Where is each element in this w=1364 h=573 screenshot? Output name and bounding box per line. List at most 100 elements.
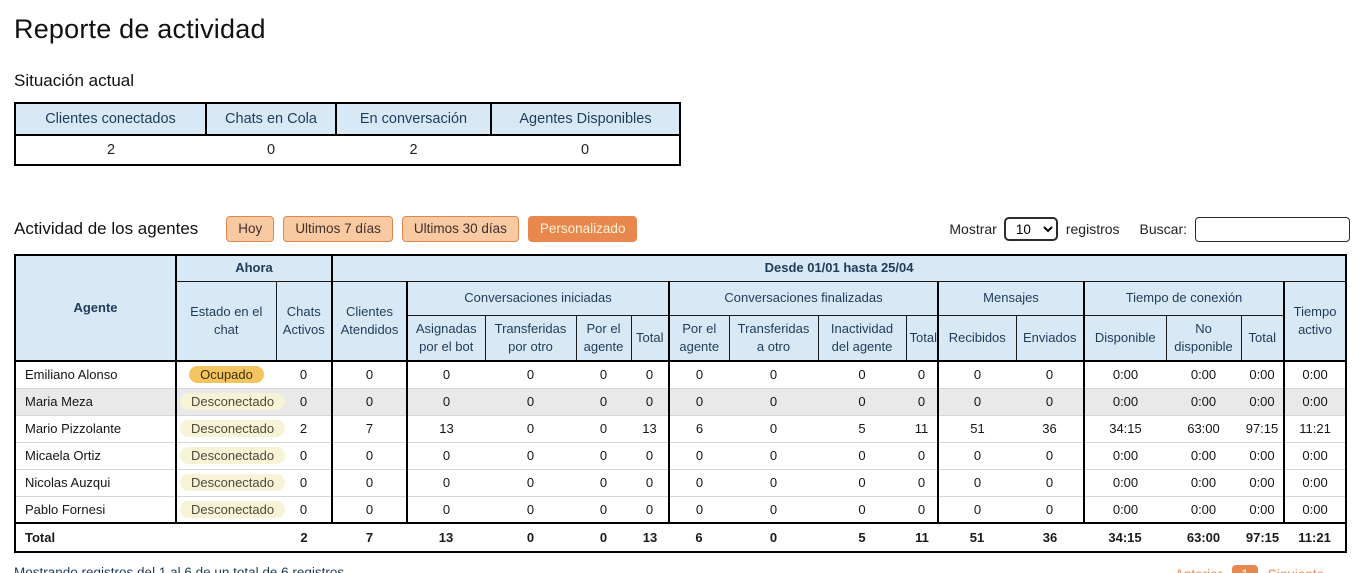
agent-metric-cell: 0 [576,387,631,416]
col-header-time-available: Disponible [1083,314,1167,362]
total-metric-cell: 36 [1042,530,1058,546]
agents-table-total: Total 2 7 13 0 0 13 6 0 5 11 51 36 34:15 63:00 97:15 11:… [15,523,1347,552]
agent-metric-cell: 0 [276,468,333,497]
page-length-select[interactable]: 10 [1003,217,1058,242]
agent-metric-cell: 0:00 [1284,441,1347,470]
total-metric-cell: 13 [642,530,658,546]
connected-clients-value: 2 [106,142,116,158]
agent-metric-cell: 0 [906,495,939,524]
agent-metric-cell: 0 [576,468,631,497]
pagination-page-1[interactable]: 1 [1232,565,1258,573]
chat-status-cell: Desconectado [176,468,286,497]
agent-metric-cell: 0 [332,495,408,524]
agent-metric-cell: 13 [631,414,670,443]
agent-row: Micaela Ortiz Desconectado 0 0 0 0 0 0 0 0 0 0 0 0 0:0… [15,441,1347,470]
agent-metric-cell: 0 [407,360,485,389]
agent-name-cell: Emiliano Alonso [15,360,177,389]
filter-today-button[interactable]: Hoy [226,216,275,243]
agent-metric-cell: 0 [818,495,906,524]
agent-metric-cell: 51 [938,414,1016,443]
col-header-messages-received: Recibidos [937,314,1017,362]
agent-metric-cell: 0 [669,495,729,524]
filter-last-30-days-button[interactable]: Ultimos 30 días [401,216,519,243]
agent-metric-cell: 0:00 [1084,468,1166,497]
pagination-next[interactable]: Siguiente [1268,567,1324,573]
agent-metric-cell: 0:00 [1241,387,1285,416]
filter-last-7-days-button[interactable]: Ultimos 7 días [283,216,393,243]
agent-metric-cell: 0 [938,495,1016,524]
agent-metric-cell: 0:00 [1084,387,1166,416]
search-input[interactable] [1195,216,1350,242]
agent-metric-cell: 0 [818,441,906,470]
total-metric-cell: 0 [526,530,535,546]
pagination: Anterior 1 Siguiente [1175,565,1324,573]
agent-row: Emiliano Alonso Ocupado 0 0 0 0 0 0 0 0 0 0 0 0 0:00 0:… [15,360,1347,389]
agent-metric-cell: 0:00 [1166,441,1241,470]
agent-name-cell: Micaela Ortiz [15,441,177,470]
total-row: Total 2 7 13 0 0 13 6 0 5 11 51 36 34:15 63:00 97:15 11:… [15,523,1346,552]
agent-metric-cell: 0 [1016,387,1085,416]
agent-row: Mario Pizzolante Desconectado 2 7 13 0 0 13 6 0 5 1… [15,414,1347,443]
agent-metric-cell: 0 [332,387,408,416]
col-header-active-chats: Chats Activos [275,280,333,362]
total-metric-cell: 0 [599,530,608,546]
agent-metric-cell: 0:00 [1241,468,1285,497]
col-group-period: Desde 01/01 hasta 25/04 [331,254,1347,282]
current-situation-heading: Situación actual [14,71,135,90]
agent-metric-cell: 0 [938,468,1016,497]
agent-metric-cell: 0 [576,414,631,443]
agent-metric-cell: 0 [576,360,631,389]
col-group-conversations-finished: Conversaciones finalizadas [668,280,939,316]
col-group-conversations-started: Conversaciones iniciadas [406,280,670,316]
search-label: Buscar: [1139,221,1187,238]
in-conversation-value: 2 [409,142,418,158]
agent-name-cell: Mario Pizzolante [15,414,177,443]
agent-metric-cell: 0 [407,441,485,470]
records-info: Mostrando registros del 1 al 6 de un tot… [14,565,345,573]
chat-status-badge: Desconectado [180,447,286,465]
agent-row: Maria Meza Desconectado 0 0 0 0 0 0 0 0 0 0 0 0 0:00 0:… [15,387,1347,416]
activity-report-page: Reporte de actividad Situación actual Cl… [0,14,1364,573]
col-header-agent: Agente [14,254,177,362]
agent-metric-cell: 0 [407,468,485,497]
agent-metric-cell: 0 [631,387,670,416]
situation-col-queued-chats: Chats en Cola [205,102,337,136]
col-header-clients-attended: Clientes Atendidos [331,280,408,362]
situation-col-available-agents: Agentes Disponibles [490,102,681,136]
col-header-active-time: Tiempo activo [1283,280,1347,362]
agent-metric-cell: 63:00 [1166,414,1241,443]
agent-metric-cell: 11 [906,414,939,443]
agent-metric-cell: 0 [485,495,576,524]
agent-metric-cell: 0:00 [1284,468,1347,497]
records-label: registros [1065,221,1120,238]
agent-metric-cell: 0 [729,387,818,416]
situation-values-row: 2 0 2 0 [15,135,680,165]
current-situation-table: Clientes conectados Chats en Cola En con… [14,102,681,166]
agent-metric-cell: 11:21 [1284,414,1347,443]
agent-metric-cell: 0:00 [1284,360,1347,389]
agent-metric-cell: 0 [407,495,485,524]
agent-metric-cell: 0:00 [1284,387,1347,416]
situation-col-connected-clients: Clientes conectados [14,102,207,136]
agent-metric-cell: 7 [332,414,408,443]
agent-metric-cell: 5 [818,414,906,443]
agent-metric-cell: 0 [631,441,670,470]
col-header-agent-inactivity: Inactividad del agente [817,314,907,362]
agent-metric-cell: 0:00 [1284,495,1347,524]
total-metric-cell: 11 [915,530,929,546]
agent-metric-cell: 0 [1016,468,1085,497]
agent-metric-cell: 0 [631,360,670,389]
agent-metric-cell: 97:15 [1241,414,1285,443]
agent-metric-cell: 0 [576,495,631,524]
pagination-previous[interactable]: Anterior [1175,567,1222,573]
agent-row: Pablo Fornesi Desconectado 0 0 0 0 0 0 0 0 0 0 0 0 0:0… [15,495,1347,524]
situation-header-row: Clientes conectados Chats en Cola En con… [14,102,681,136]
agent-metric-cell: 0 [906,468,939,497]
agents-activity-toolbar: Actividad de los agentes Hoy Ultimos 7 d… [14,216,1350,243]
agent-metric-cell: 0 [729,495,818,524]
page-title: Reporte de actividad [14,14,266,44]
agent-name-cell: Pablo Fornesi [15,495,177,524]
agent-metric-cell: 0 [938,387,1016,416]
filter-custom-button[interactable]: Personalizado [527,216,638,243]
total-metric-cell: 7 [365,530,374,546]
